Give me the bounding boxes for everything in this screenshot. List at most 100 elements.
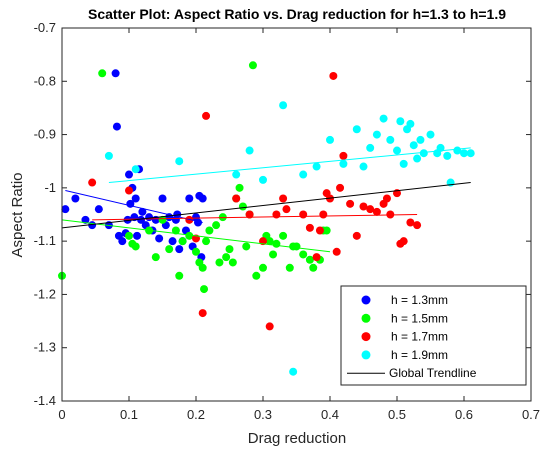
y-tick-label: -0.8 <box>34 73 56 88</box>
data-point <box>382 194 391 203</box>
series-h-1-3mm <box>61 69 207 262</box>
data-point <box>61 205 70 214</box>
data-point <box>393 146 401 155</box>
data-point <box>175 157 184 166</box>
x-tick-label: 0.5 <box>388 407 406 422</box>
data-point <box>372 207 381 216</box>
legend-item: h = 1.9mm <box>361 348 448 362</box>
data-point <box>396 117 405 126</box>
legend-marker <box>361 295 371 305</box>
legend-marker <box>361 350 371 360</box>
data-point <box>292 242 301 251</box>
data-point <box>366 205 375 214</box>
x-tick-label: 0.2 <box>187 407 205 422</box>
data-point <box>138 207 147 216</box>
chart-title: Scatter Plot: Aspect Ratio vs. Drag redu… <box>88 6 506 22</box>
x-tick-label: 0.6 <box>455 407 473 422</box>
data-point <box>366 143 375 152</box>
data-point <box>279 231 288 240</box>
data-point <box>399 159 408 168</box>
data-point <box>125 186 133 195</box>
data-point <box>125 170 133 179</box>
data-point <box>416 135 425 144</box>
plot-frame <box>61 27 532 402</box>
data-point <box>235 183 244 192</box>
data-point <box>319 210 328 219</box>
data-point <box>346 199 355 208</box>
data-point <box>326 135 334 144</box>
data-point <box>232 170 241 179</box>
data-point <box>413 221 422 230</box>
data-point <box>406 119 415 128</box>
legend: h = 1.3mm h = 1.5mm h = 1.7mm h = 1.9mm Glob… <box>340 285 527 386</box>
y-tick-label: -0.7 <box>34 20 56 35</box>
data-point <box>198 194 207 203</box>
data-point <box>252 271 261 280</box>
data-point <box>200 285 209 294</box>
data-point <box>269 250 278 259</box>
y-tick-label: -1.3 <box>34 340 56 355</box>
x-tick-label: 0 <box>58 407 65 422</box>
data-point <box>137 215 146 224</box>
legend-box <box>340 285 527 386</box>
data-point <box>443 151 452 160</box>
data-point <box>305 255 314 264</box>
trendlines <box>61 147 471 253</box>
data-point <box>202 237 211 246</box>
data-point <box>165 245 174 254</box>
data-point <box>436 143 445 152</box>
data-point <box>111 69 120 78</box>
data-point <box>315 226 324 235</box>
legend-label: h = 1.9mm <box>391 348 448 362</box>
data-point <box>339 159 348 168</box>
data-point <box>242 242 251 251</box>
data-point <box>336 183 345 192</box>
data-point <box>185 194 194 203</box>
data-point <box>312 162 321 171</box>
legend-item: Global Trendline <box>347 366 477 380</box>
x-tick-label: 0.4 <box>321 407 339 422</box>
data-point <box>202 111 211 120</box>
data-point <box>259 175 267 184</box>
data-point <box>359 162 368 171</box>
data-point <box>228 258 237 267</box>
data-point <box>413 154 422 163</box>
legend-label: Global Trendline <box>389 366 477 380</box>
data-point <box>352 125 361 134</box>
data-point <box>222 253 231 262</box>
series-h-1-9mm <box>104 101 475 376</box>
data-point <box>299 210 308 219</box>
data-point <box>329 71 338 80</box>
data-point <box>212 221 221 230</box>
data-point <box>81 215 90 224</box>
trendline-h-1-9mm <box>108 147 471 184</box>
data-point <box>185 231 194 240</box>
data-point <box>205 226 214 235</box>
legend-label: h = 1.3mm <box>391 293 448 307</box>
trendline-h-1-3mm <box>65 190 203 223</box>
x-tick-label: 0.3 <box>254 407 272 422</box>
x-tick-label: 0.1 <box>120 407 138 422</box>
x-tick-label: 0.7 <box>522 407 540 422</box>
data-point <box>305 223 314 232</box>
data-point <box>372 130 381 139</box>
data-point <box>192 247 200 256</box>
data-point <box>426 130 435 139</box>
data-point <box>158 194 167 203</box>
y-tick-label: -1.4 <box>34 393 56 408</box>
y-axis-title: Aspect Ratio <box>9 172 26 257</box>
data-point <box>215 258 224 267</box>
data-point <box>98 69 107 78</box>
data-point <box>168 237 177 246</box>
y-tick-label: -1 <box>44 180 56 195</box>
data-point <box>218 213 227 222</box>
legend-marker <box>361 313 371 323</box>
data-point <box>312 253 321 262</box>
x-axis-title: Drag reduction <box>248 430 346 447</box>
legend-item: h = 1.3mm <box>361 293 448 307</box>
x-axis: 0 0.1 0.2 0.3 0.4 0.5 0.6 0.7 <box>58 28 540 422</box>
data-point <box>123 215 132 224</box>
data-point <box>245 146 254 155</box>
data-point <box>299 170 308 179</box>
